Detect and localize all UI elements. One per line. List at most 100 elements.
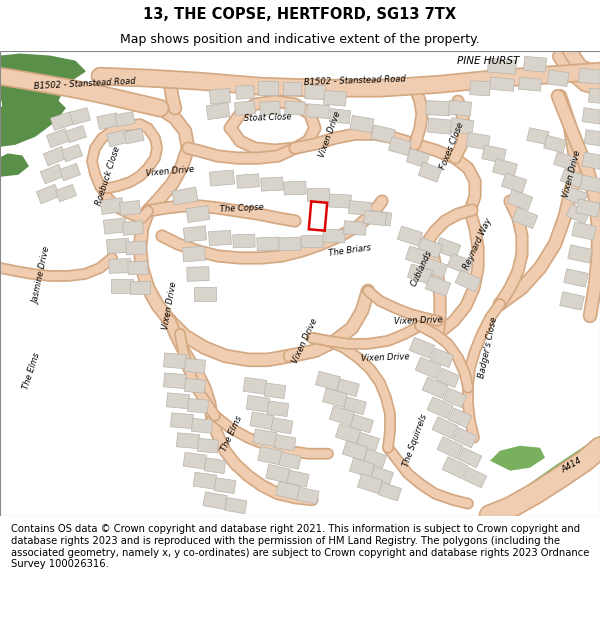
Polygon shape <box>206 102 230 119</box>
Polygon shape <box>183 452 207 469</box>
Polygon shape <box>425 276 451 296</box>
Polygon shape <box>46 129 70 148</box>
Text: Foxes Close: Foxes Close <box>439 121 466 171</box>
Text: Roebuck Close: Roebuck Close <box>94 146 122 207</box>
Polygon shape <box>422 377 448 399</box>
Polygon shape <box>65 126 86 142</box>
Polygon shape <box>487 58 517 74</box>
Polygon shape <box>128 261 148 275</box>
Polygon shape <box>285 101 305 115</box>
Text: The Copse: The Copse <box>220 202 264 214</box>
Polygon shape <box>343 441 368 461</box>
Polygon shape <box>389 137 412 156</box>
Text: Vixen Drive: Vixen Drive <box>394 316 442 326</box>
Polygon shape <box>323 388 347 408</box>
Polygon shape <box>371 125 395 143</box>
Polygon shape <box>274 434 296 451</box>
Polygon shape <box>186 206 210 222</box>
Polygon shape <box>125 241 146 255</box>
Polygon shape <box>450 118 474 134</box>
Polygon shape <box>466 132 490 150</box>
Polygon shape <box>107 238 130 254</box>
Polygon shape <box>518 78 541 91</box>
Polygon shape <box>432 417 458 439</box>
Polygon shape <box>236 85 254 99</box>
Polygon shape <box>100 198 124 214</box>
Polygon shape <box>287 470 309 487</box>
Polygon shape <box>163 373 187 389</box>
Polygon shape <box>560 169 584 187</box>
Polygon shape <box>225 498 247 514</box>
Polygon shape <box>109 259 131 273</box>
Polygon shape <box>61 144 83 162</box>
Polygon shape <box>443 388 467 408</box>
Polygon shape <box>430 348 454 368</box>
Polygon shape <box>209 170 235 186</box>
Polygon shape <box>323 229 345 243</box>
Polygon shape <box>305 85 325 100</box>
Text: Map shows position and indicative extent of the property.: Map shows position and indicative extent… <box>120 34 480 46</box>
Polygon shape <box>260 177 283 191</box>
Polygon shape <box>209 88 230 104</box>
Polygon shape <box>283 82 301 95</box>
Polygon shape <box>568 245 592 263</box>
Polygon shape <box>130 281 150 294</box>
Polygon shape <box>589 88 600 104</box>
Polygon shape <box>502 173 527 193</box>
Text: A414: A414 <box>560 456 584 475</box>
Polygon shape <box>279 237 301 251</box>
Polygon shape <box>50 112 74 131</box>
Polygon shape <box>111 279 133 293</box>
Polygon shape <box>166 393 190 409</box>
Text: Badger's Close: Badger's Close <box>477 316 499 379</box>
Polygon shape <box>480 436 600 516</box>
Polygon shape <box>566 204 590 224</box>
Polygon shape <box>329 194 352 208</box>
Polygon shape <box>572 222 596 240</box>
Polygon shape <box>184 379 206 393</box>
Polygon shape <box>344 397 367 414</box>
Text: The Elms: The Elms <box>220 414 244 453</box>
Polygon shape <box>527 127 549 144</box>
Polygon shape <box>191 418 212 433</box>
Polygon shape <box>193 472 217 489</box>
Polygon shape <box>267 401 289 417</box>
Polygon shape <box>582 107 600 124</box>
Text: Vixen Drive: Vixen Drive <box>361 352 409 363</box>
Text: Reynard Way: Reynard Way <box>462 217 494 271</box>
Polygon shape <box>448 408 472 428</box>
Polygon shape <box>187 398 209 413</box>
Polygon shape <box>397 226 422 246</box>
Text: B1502 - Stanstead Road: B1502 - Stanstead Road <box>34 77 136 91</box>
Polygon shape <box>243 378 267 394</box>
Text: Vixen Drive: Vixen Drive <box>317 110 343 159</box>
Polygon shape <box>337 379 359 397</box>
Text: Vixen Drive: Vixen Drive <box>161 281 179 331</box>
Text: Jasmine Drive: Jasmine Drive <box>32 247 52 305</box>
Polygon shape <box>284 181 306 195</box>
Polygon shape <box>564 186 588 206</box>
Polygon shape <box>564 269 588 287</box>
Polygon shape <box>547 70 569 86</box>
Polygon shape <box>329 406 355 426</box>
Polygon shape <box>187 267 209 281</box>
Polygon shape <box>364 449 386 468</box>
Polygon shape <box>358 474 383 494</box>
Polygon shape <box>0 154 28 176</box>
Polygon shape <box>425 101 451 116</box>
Text: Cublands: Cublands <box>410 248 434 288</box>
Polygon shape <box>279 452 301 469</box>
Polygon shape <box>209 231 232 246</box>
Polygon shape <box>0 96 65 146</box>
Polygon shape <box>512 208 538 229</box>
Polygon shape <box>43 146 67 166</box>
Text: PINE HURST: PINE HURST <box>457 56 519 66</box>
Polygon shape <box>482 145 506 163</box>
Polygon shape <box>297 488 319 504</box>
Polygon shape <box>415 357 441 379</box>
Polygon shape <box>124 128 144 144</box>
Polygon shape <box>349 458 374 478</box>
Polygon shape <box>276 481 300 500</box>
Polygon shape <box>122 221 143 236</box>
Polygon shape <box>507 190 533 211</box>
